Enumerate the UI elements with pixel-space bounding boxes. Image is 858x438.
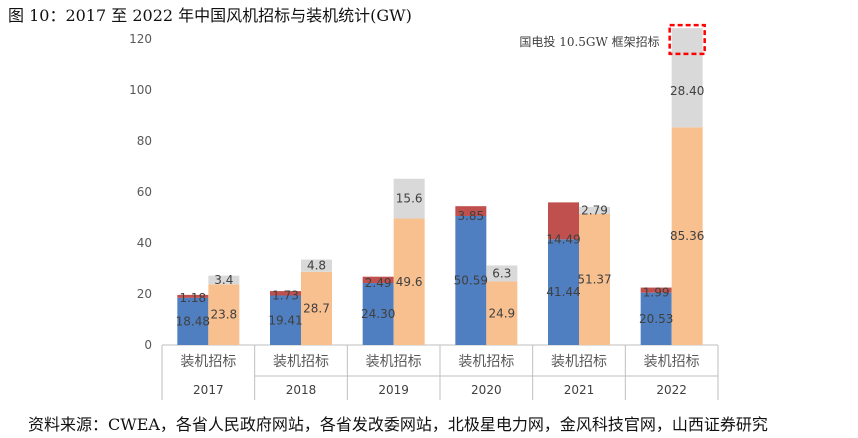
framework-tender-annotation: 国电投 10.5GW 框架招标: [519, 34, 659, 49]
y-tick-label: 20: [137, 287, 152, 301]
tender-top-bar: [301, 259, 332, 272]
year-label: 2019: [378, 383, 409, 397]
tender-base-bar: [486, 281, 518, 345]
year-label: 2018: [286, 383, 317, 397]
tender-top-bar: [671, 54, 703, 128]
installation-top-label: 1.18: [179, 291, 206, 305]
installation-base-label: 50.59: [454, 273, 488, 287]
installation-base-label: 24.30: [361, 307, 395, 321]
installation-top-label: 2.49: [365, 276, 392, 290]
installation-base-label: 19.41: [268, 313, 302, 327]
installation-top-bar: [640, 287, 672, 293]
installation-top-bar: [362, 276, 394, 284]
installation-top-bar: [455, 206, 487, 216]
year-label: 2020: [471, 383, 502, 397]
installation-base-bar: [362, 283, 394, 345]
tender-base-label: 24.9: [488, 306, 515, 320]
tender-base-bar: [579, 214, 610, 345]
installation-base-label: 20.53: [639, 312, 673, 326]
category-label: 装机招标: [180, 354, 236, 370]
installation-top-label: 14.49: [546, 232, 580, 246]
y-tick-label: 60: [137, 185, 152, 199]
framework-tender-bar: [671, 28, 703, 55]
installation-base-label: 41.44: [546, 285, 580, 299]
tender-top-bar: [486, 265, 518, 282]
installation-base-bar: [640, 292, 672, 345]
framework-tender-highlight: [668, 23, 706, 56]
tender-top-label: 4.8: [307, 259, 326, 273]
installation-base-bar: [455, 215, 487, 345]
installation-base-bar: [548, 239, 579, 345]
installation-top-label: 3.85: [457, 209, 484, 223]
installation-top-label: 1.73: [272, 289, 299, 303]
year-label: 2021: [564, 383, 595, 397]
chart-title: 图 10：2017 至 2022 年中国风机招标与装机统计(GW): [8, 6, 412, 25]
category-label: 装机招标: [644, 354, 700, 370]
tender-base-label: 51.37: [577, 273, 611, 287]
category-label: 装机招标: [366, 354, 422, 370]
tender-base-bar: [671, 127, 703, 345]
y-tick-label: 80: [137, 134, 152, 148]
y-tick-label: 0: [144, 338, 152, 352]
y-tick-label: 120: [129, 32, 152, 46]
tender-base-bar: [301, 271, 332, 345]
tender-base-label: 23.8: [210, 308, 237, 322]
tender-top-label: 15.6: [396, 192, 423, 206]
tender-base-label: 28.7: [303, 301, 330, 315]
tender-base-bar: [208, 284, 240, 345]
installation-top-bar: [177, 294, 209, 298]
tender-base-label: 49.6: [396, 275, 423, 289]
tender-base-bar: [393, 218, 425, 345]
tender-base-label: 85.36: [670, 229, 704, 243]
source-note: 资料来源：CWEA，各省人民政府网站，各省发改委网站，北极星电力网，金风科技官网…: [28, 415, 768, 434]
year-label: 2017: [193, 383, 224, 397]
installation-top-bar: [270, 291, 301, 296]
installation-top-label: 1.99: [643, 286, 670, 300]
installation-base-bar: [270, 295, 301, 345]
tender-top-bar: [579, 206, 610, 215]
installation-top-bar: [548, 202, 579, 240]
category-label: 装机招标: [551, 354, 607, 370]
installation-base-bar: [177, 297, 209, 345]
tender-top-label: 2.79: [581, 203, 608, 217]
tender-top-bar: [393, 178, 425, 219]
year-label: 2022: [656, 383, 687, 397]
category-label: 装机招标: [273, 354, 329, 370]
y-tick-label: 40: [137, 236, 152, 250]
y-tick-label: 100: [129, 83, 152, 97]
category-label: 装机招标: [458, 354, 514, 370]
tender-top-label: 6.3: [492, 266, 511, 280]
tender-top-label: 3.4: [214, 273, 233, 287]
installation-base-label: 18.48: [176, 314, 210, 328]
tender-top-label: 28.40: [670, 84, 704, 98]
tender-top-bar: [208, 275, 240, 285]
